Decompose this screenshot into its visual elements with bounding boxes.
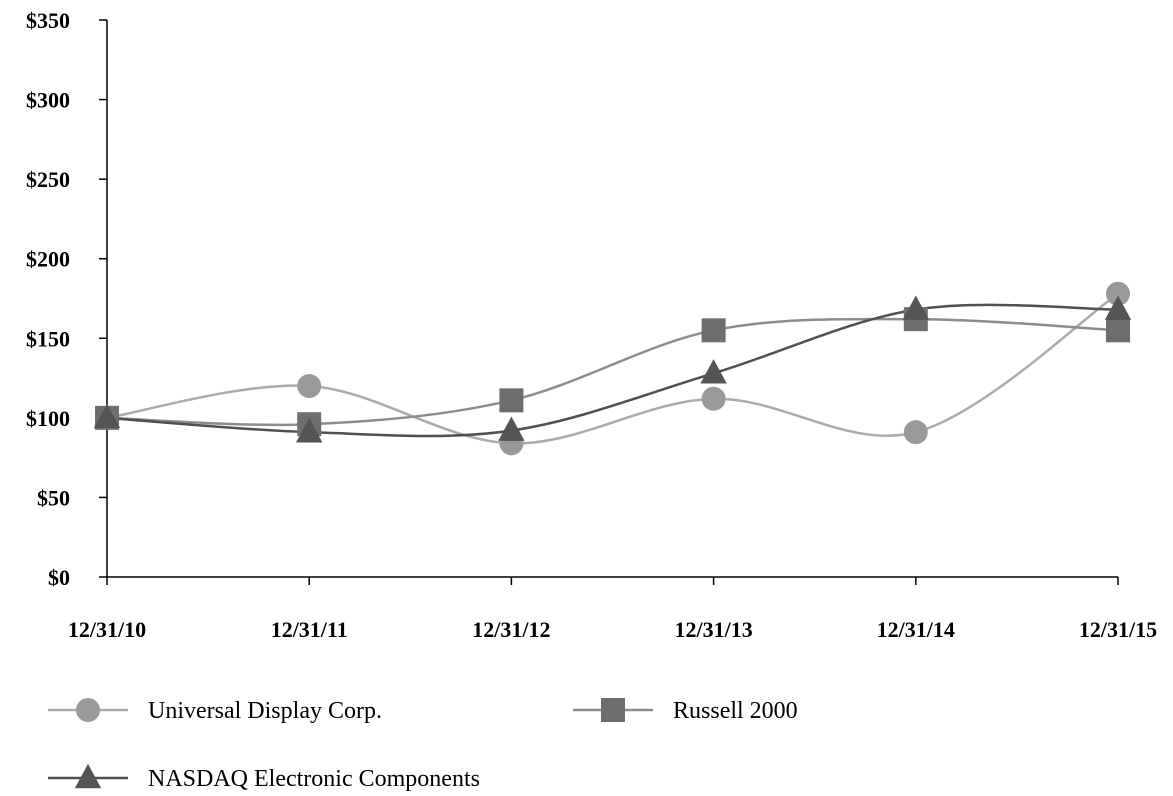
x-tick-label: 12/31/14 <box>877 617 955 642</box>
data-point <box>1106 318 1130 343</box>
y-axis-ticks: $0 $50 $100 $150 $200 $250 $300 $350 <box>26 8 107 590</box>
legend-marker <box>76 698 100 722</box>
series-markers-2 <box>93 295 1132 443</box>
y-tick-label: $300 <box>26 88 70 113</box>
data-point <box>1104 295 1132 320</box>
y-tick-label: $50 <box>37 485 70 510</box>
legend-item: NASDAQ Electronic Components <box>48 763 480 792</box>
data-point <box>498 416 525 441</box>
series-0 <box>106 292 1119 445</box>
data-point <box>297 374 322 399</box>
data-point <box>1106 281 1130 306</box>
series-layer <box>93 281 1132 456</box>
legend-marker <box>74 763 102 789</box>
legend-label: Universal Display Corp. <box>148 698 382 724</box>
x-tick-label: 12/31/15 <box>1079 617 1157 642</box>
x-tick-label: 12/31/11 <box>271 617 348 642</box>
data-point <box>93 403 121 429</box>
y-tick-label: $250 <box>26 167 70 192</box>
data-point <box>499 388 524 413</box>
x-tick-label: 12/31/13 <box>674 617 752 642</box>
legend: Universal Display Corp. Russell 2000 NASDA… <box>48 698 798 792</box>
legend-label: Russell 2000 <box>673 698 798 724</box>
series-markers-1 <box>95 307 1130 437</box>
data-point <box>902 295 929 320</box>
x-tick-label: 12/31/10 <box>68 617 146 642</box>
data-point <box>700 359 727 384</box>
y-tick-label: $0 <box>48 565 70 590</box>
y-tick-label: $100 <box>26 406 70 431</box>
data-point <box>296 418 323 443</box>
series-line <box>106 317 1119 427</box>
series-2 <box>106 303 1119 438</box>
legend-item: Universal Display Corp. <box>48 698 382 724</box>
series-line <box>106 303 1119 438</box>
y-tick-label: $200 <box>26 247 70 272</box>
legend-marker <box>601 698 625 722</box>
data-point <box>701 318 726 343</box>
legend-item: Russell 2000 <box>573 698 798 724</box>
x-tick-label: 12/31/12 <box>472 617 550 642</box>
x-axis-ticks: 12/31/10 12/31/11 12/31/12 12/31/13 12/31/14… <box>68 577 1157 642</box>
y-tick-label: $150 <box>26 326 70 351</box>
series-1 <box>106 317 1119 427</box>
axes <box>106 20 1118 578</box>
series-line <box>106 292 1119 445</box>
data-point <box>701 386 726 411</box>
legend-label: NASDAQ Electronic Components <box>148 766 480 791</box>
y-tick-label: $350 <box>26 8 70 33</box>
data-point <box>903 420 928 445</box>
